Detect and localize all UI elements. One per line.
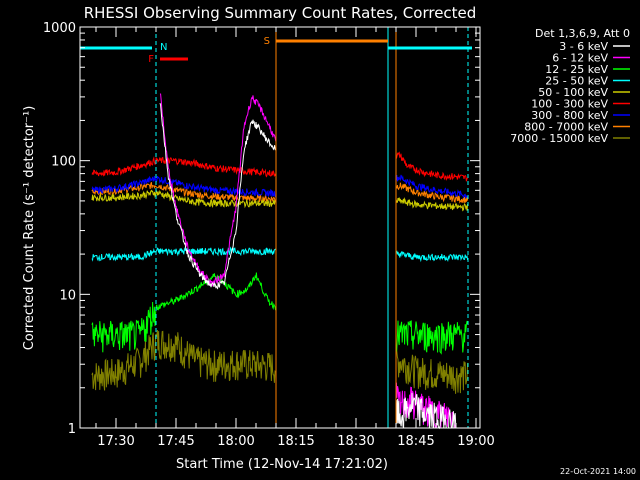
y-axis-label: Corrected Count Rate (s⁻¹ detector⁻¹) — [22, 106, 37, 351]
legend-label-1: 3 - 6 keV — [559, 40, 608, 53]
series-line-1-part-2 — [395, 392, 457, 430]
x-tick-label-7: 19:00 — [457, 434, 494, 449]
series-line-4-part-1 — [91, 246, 277, 262]
legend-label-5: 50 - 100 keV — [538, 86, 608, 99]
series-line-9-part-2 — [395, 346, 469, 394]
legend-label-6: 100 - 300 keV — [531, 98, 608, 111]
series-line-7-part-1 — [91, 175, 276, 198]
legend-label-3: 12 - 25 keV — [545, 63, 608, 76]
series-line-2-part-1 — [159, 93, 277, 287]
legend-label-4: 25 - 50 keV — [545, 75, 608, 88]
x-tick-label-6: 18:45 — [397, 434, 434, 449]
series-line-9-part-1 — [91, 329, 276, 391]
series-line-1-part-1 — [159, 102, 277, 290]
plot-frame — [79, 26, 481, 429]
legend-label-2: 6 - 12 keV — [552, 52, 608, 65]
legend-label-9: 7000 - 15000 keV — [510, 132, 608, 145]
series-line-7-part-2 — [395, 174, 468, 200]
annotation-label-4: S — [264, 36, 270, 47]
axes: 1 10 100 1000 17:30 17:45 18:00 18:15 18:30 18:45… — [43, 21, 495, 449]
series-line-5-part-2 — [395, 196, 469, 212]
legend-label-7: 300 - 800 keV — [531, 109, 608, 122]
y-tick-label-1: 1 — [68, 422, 76, 437]
y-tick-label-3: 100 — [51, 155, 76, 170]
x-tick-label-2: 17:45 — [157, 434, 194, 449]
footer-date: 22-Oct-2021 14:00 — [560, 467, 636, 476]
x-tick-label-4: 18:15 — [277, 434, 314, 449]
series-line-8-part-2 — [395, 182, 469, 204]
series-line-4-part-2 — [395, 250, 469, 263]
x-axis-label: Start Time (12-Nov-14 17:21:02) — [176, 457, 388, 472]
x-tick-label-3: 18:00 — [217, 434, 254, 449]
annotation-label-3: F — [148, 54, 154, 65]
y-tick-label-2: 10 — [59, 288, 76, 303]
plot-area: NF S — [80, 27, 472, 430]
chart-title: RHESSI Observing Summary Count Rates, Co… — [84, 4, 477, 22]
series-line-6-part-1 — [91, 156, 277, 178]
annotation-label-1: N — [160, 42, 167, 53]
x-tick-label-5: 18:30 — [337, 434, 374, 449]
y-tick-label-4: 1000 — [43, 21, 76, 36]
series-line-6-part-2 — [395, 151, 469, 182]
legend-label-8: 800 - 7000 keV — [524, 121, 608, 134]
series-line-5-part-1 — [91, 189, 276, 209]
x-tick-label-1: 17:30 — [97, 434, 134, 449]
series-line-3-part-2 — [395, 320, 469, 355]
legend-title: Det 1,3,6,9, Att 0 — [535, 27, 630, 40]
series-line-3-part-1 — [91, 272, 277, 353]
